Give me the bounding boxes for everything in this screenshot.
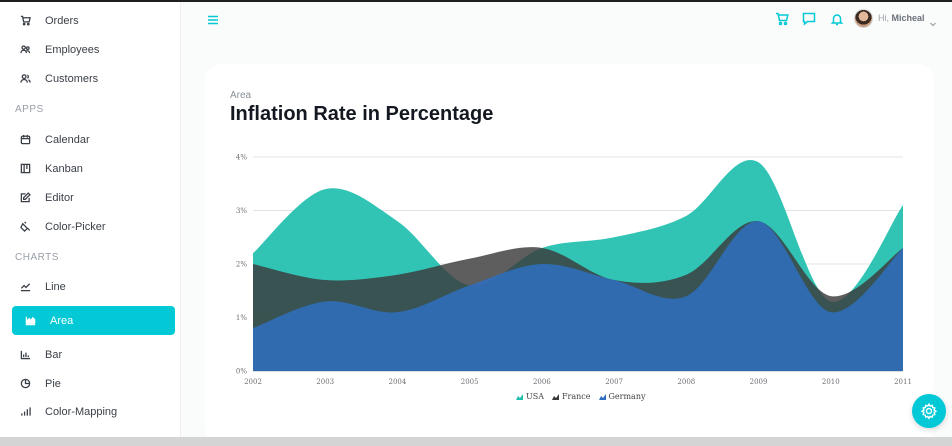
window-top-border	[0, 0, 952, 2]
bell-icon	[830, 14, 844, 26]
sidebar-item-label: Bar	[45, 348, 63, 361]
color-mapping-icon	[17, 404, 33, 420]
bar-chart-icon	[17, 347, 33, 363]
sidebar-item-editor[interactable]: Editor	[12, 183, 175, 212]
y-tick-label: 2%	[236, 261, 247, 269]
x-tick-label: 2007	[605, 378, 623, 386]
legend-item-germany[interactable]: Germany	[598, 392, 646, 401]
sidebar-item-label: Editor	[45, 191, 74, 204]
user-greeting[interactable]: Hi, Micheal	[878, 13, 925, 23]
cart-icon	[776, 12, 789, 26]
cart-icon	[17, 13, 33, 29]
hamburger-icon	[208, 15, 218, 25]
chat-button[interactable]	[801, 11, 817, 27]
line-chart-icon	[17, 279, 33, 295]
chart-legend: USA France Germany	[516, 392, 646, 401]
card-subtitle: Area	[230, 90, 252, 101]
sidebar-item-label: Orders	[45, 14, 79, 27]
calendar-icon	[17, 132, 33, 148]
sidebar-item-color-picker[interactable]: Color-Picker	[12, 212, 175, 241]
chevron-down-icon	[930, 22, 936, 27]
sidebar-item-pie[interactable]: Pie	[12, 369, 175, 398]
menu-toggle-button[interactable]	[205, 12, 221, 28]
x-tick-label: 2003	[316, 378, 334, 386]
user-menu-chevron[interactable]	[929, 15, 937, 27]
y-tick-label: 4%	[236, 154, 247, 162]
page-title: Inflation Rate in Percentage	[230, 103, 494, 125]
legend-label-france: France	[562, 392, 591, 401]
horizontal-scrollbar[interactable]	[0, 437, 952, 446]
x-tick-label: 2011	[894, 378, 912, 386]
y-tick-label: 0%	[236, 368, 247, 376]
legend-usa-icon	[516, 393, 523, 400]
area-series-germany[interactable]	[253, 221, 903, 371]
kanban-icon	[17, 161, 33, 177]
sidebar-item-bar[interactable]: Bar	[12, 340, 175, 369]
editor-icon	[17, 190, 33, 206]
sidebar-item-label: Customers	[45, 72, 99, 85]
legend-france-icon	[552, 393, 559, 400]
x-tick-label: 2008	[677, 378, 695, 386]
area-chart-svg: 0% 1% 2% 3% 4% 2002 2003 2004 2005 2006 2007 2008 20…	[236, 154, 912, 387]
legend-germany-icon	[598, 393, 606, 400]
x-tick-label: 2002	[244, 378, 262, 386]
customers-icon	[17, 71, 33, 87]
legend-label-germany: Germany	[608, 392, 646, 401]
sidebar-item-label: Area	[50, 314, 74, 327]
settings-button[interactable]	[912, 394, 946, 428]
sidebar-item-kanban[interactable]: Kanban	[12, 154, 175, 183]
avatar[interactable]	[854, 9, 873, 28]
area-chart-icon	[22, 313, 38, 329]
area-chart: 0% 1% 2% 3% 4% 2002 2003 2004 2005 2006 2007 2008 20…	[225, 148, 940, 410]
sidebar-item-label: Kanban	[45, 162, 83, 175]
y-tick-label: 3%	[236, 207, 247, 215]
sidebar-item-calendar[interactable]: Calendar	[12, 125, 175, 154]
legend-label-usa: USA	[526, 392, 544, 401]
color-picker-icon	[17, 219, 33, 235]
section-title-apps: APPS	[15, 104, 44, 115]
employees-icon	[17, 42, 33, 58]
sidebar-item-customers[interactable]: Customers	[12, 64, 175, 93]
sidebar-item-area[interactable]: Area	[12, 306, 175, 335]
sidebar: Orders Employees Customers APPS Calendar…	[0, 2, 181, 437]
sidebar-item-line[interactable]: Line	[12, 272, 175, 301]
x-tick-label: 2010	[822, 378, 840, 386]
x-tick-label: 2004	[389, 378, 407, 386]
sidebar-item-orders[interactable]: Orders	[12, 6, 175, 35]
sidebar-item-label: Employees	[45, 43, 100, 56]
pie-chart-icon	[17, 376, 33, 392]
sidebar-item-label: Color-Mapping	[45, 405, 118, 418]
legend-item-usa[interactable]: USA	[516, 392, 544, 401]
x-tick-label: 2005	[461, 378, 479, 386]
chat-icon	[802, 12, 816, 26]
sidebar-item-label: Color-Picker	[45, 220, 106, 233]
section-title-charts: CHARTS	[15, 252, 59, 263]
sidebar-item-label: Pie	[45, 377, 61, 390]
notification-button[interactable]	[829, 11, 845, 27]
sidebar-item-label: Calendar	[45, 133, 90, 146]
sidebar-item-employees[interactable]: Employees	[12, 35, 175, 64]
x-tick-label: 2009	[750, 378, 768, 386]
sidebar-item-label: Line	[45, 280, 66, 293]
y-tick-label: 1%	[236, 314, 247, 322]
x-tick-label: 2006	[533, 378, 551, 386]
greeting-text: Hi,	[878, 13, 889, 23]
legend-item-france[interactable]: France	[552, 392, 591, 401]
sidebar-item-color-mapping[interactable]: Color-Mapping	[12, 397, 175, 426]
user-name: Micheal	[891, 13, 925, 23]
gear-icon	[920, 402, 938, 420]
cart-button[interactable]	[774, 11, 790, 27]
